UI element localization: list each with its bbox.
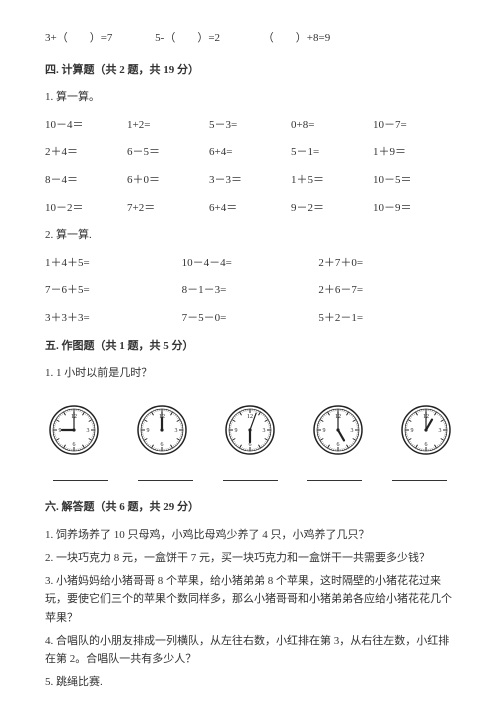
word-problem: 2. 一块巧克力 8 元，一盒饼干 7 元，买一块巧克力和一盒饼干一共需要多少钱… bbox=[45, 549, 455, 568]
section4-q1: 1. 算一算。 bbox=[45, 89, 455, 107]
clock: 12369 bbox=[309, 401, 367, 459]
svg-text:3: 3 bbox=[263, 428, 266, 434]
calc-cell: 7+2＝ bbox=[127, 200, 209, 218]
calc-cell: 1＋5＝ bbox=[291, 172, 373, 190]
svg-text:9: 9 bbox=[147, 428, 150, 434]
fill-item: （ ）+8=9 bbox=[263, 30, 330, 48]
fill-item: 5-（ ）=2 bbox=[155, 30, 220, 48]
section4-title: 四. 计算题（共 2 题，共 19 分） bbox=[45, 62, 455, 80]
calc-cell: 1+2= bbox=[127, 117, 209, 135]
word-problems: 1. 饲养场养了 10 只母鸡，小鸡比母鸡少养了 4 只，小鸡养了几只？ 2. … bbox=[45, 526, 455, 692]
calc-cell: 5－1= bbox=[291, 144, 373, 162]
calc-cell: 8－1－3= bbox=[182, 282, 319, 300]
answer-blank bbox=[307, 469, 362, 481]
svg-text:6: 6 bbox=[337, 442, 340, 448]
calc-cell: 10－2＝ bbox=[45, 200, 127, 218]
answer-blank bbox=[223, 469, 278, 481]
section5-title: 五. 作图题（共 1 题，共 5 分） bbox=[45, 338, 455, 356]
calc-cell: 6＋0＝ bbox=[127, 172, 209, 190]
calc-cell: 10－9＝ bbox=[373, 200, 455, 218]
svg-text:6: 6 bbox=[161, 442, 164, 448]
calc-cell: 2＋4＝ bbox=[45, 144, 127, 162]
svg-text:9: 9 bbox=[235, 428, 238, 434]
svg-text:9: 9 bbox=[59, 428, 62, 434]
calc-cell: 2＋7＋0= bbox=[318, 255, 455, 273]
calc-cell: 3－3＝ bbox=[209, 172, 291, 190]
clocks-row: 12369 12369 12369 12369 12369 bbox=[45, 401, 455, 459]
calc-cell: 6+4= bbox=[209, 144, 291, 162]
svg-text:9: 9 bbox=[411, 428, 414, 434]
clock: 12369 bbox=[397, 401, 455, 459]
section6-title: 六. 解答题（共 6 题，共 29 分） bbox=[45, 499, 455, 517]
calc-cell: 0+8= bbox=[291, 117, 373, 135]
calc-cell: 1＋9＝ bbox=[373, 144, 455, 162]
word-problem: 4. 合唱队的小朋友排成一列横队，从左往右数，小红排在第 3，从右往左数，小红排… bbox=[45, 632, 455, 669]
svg-text:6: 6 bbox=[73, 442, 76, 448]
svg-text:9: 9 bbox=[323, 428, 326, 434]
calc-cell: 1＋4＋5= bbox=[45, 255, 182, 273]
clock: 12369 bbox=[221, 401, 279, 459]
svg-text:3: 3 bbox=[175, 428, 178, 434]
word-problem: 3. 小猪妈妈给小猪哥哥 8 个苹果，给小猪弟弟 8 个苹果，这时隔壁的小猪花花… bbox=[45, 572, 455, 628]
answer-blank bbox=[138, 469, 193, 481]
clock: 12369 bbox=[45, 401, 103, 459]
clock: 12369 bbox=[133, 401, 191, 459]
calc-cell: 10－5＝ bbox=[373, 172, 455, 190]
svg-text:3: 3 bbox=[439, 428, 442, 434]
svg-text:12: 12 bbox=[247, 414, 253, 420]
calc-cell: 6－5＝ bbox=[127, 144, 209, 162]
section4-q2: 2. 算一算. bbox=[45, 227, 455, 245]
calc-cell: 3＋3＋3= bbox=[45, 310, 182, 328]
calc-cell: 9－2＝ bbox=[291, 200, 373, 218]
svg-text:3: 3 bbox=[87, 428, 90, 434]
fill-item: 3+（ ）=7 bbox=[45, 30, 112, 48]
word-problem: 1. 饲养场养了 10 只母鸡，小鸡比母鸡少养了 4 只，小鸡养了几只？ bbox=[45, 526, 455, 545]
answer-blank bbox=[392, 469, 447, 481]
calc-cell: 5－3= bbox=[209, 117, 291, 135]
word-problem: 5. 跳绳比赛. bbox=[45, 673, 455, 692]
calc-cell: 10－7= bbox=[373, 117, 455, 135]
answer-blank bbox=[53, 469, 108, 481]
calc-cell: 5＋2－1= bbox=[318, 310, 455, 328]
svg-text:3: 3 bbox=[351, 428, 354, 434]
fill-blank-row: 3+（ ）=7 5-（ ）=2 （ ）+8=9 bbox=[45, 30, 455, 48]
calc-cell: 8－4＝ bbox=[45, 172, 127, 190]
calc-cell: 7－5－0= bbox=[182, 310, 319, 328]
calc-cell: 7－6＋5= bbox=[45, 282, 182, 300]
calc-cell: 10－4－4= bbox=[182, 255, 319, 273]
calc-cell: 2＋6－7= bbox=[318, 282, 455, 300]
calc-grid-1: 10－4＝ 1+2= 5－3= 0+8= 10－7= 2＋4＝ 6－5＝ 6+4… bbox=[45, 117, 455, 217]
calc-cell: 6+4＝ bbox=[209, 200, 291, 218]
svg-text:6: 6 bbox=[425, 442, 428, 448]
answer-blanks-row bbox=[45, 469, 455, 481]
section5-q1: 1. 1 小时以前是几时？ bbox=[45, 365, 455, 383]
calc-cell: 10－4＝ bbox=[45, 117, 127, 135]
calc-grid-2: 1＋4＋5= 10－4－4= 2＋7＋0= 7－6＋5= 8－1－3= 2＋6－… bbox=[45, 255, 455, 328]
